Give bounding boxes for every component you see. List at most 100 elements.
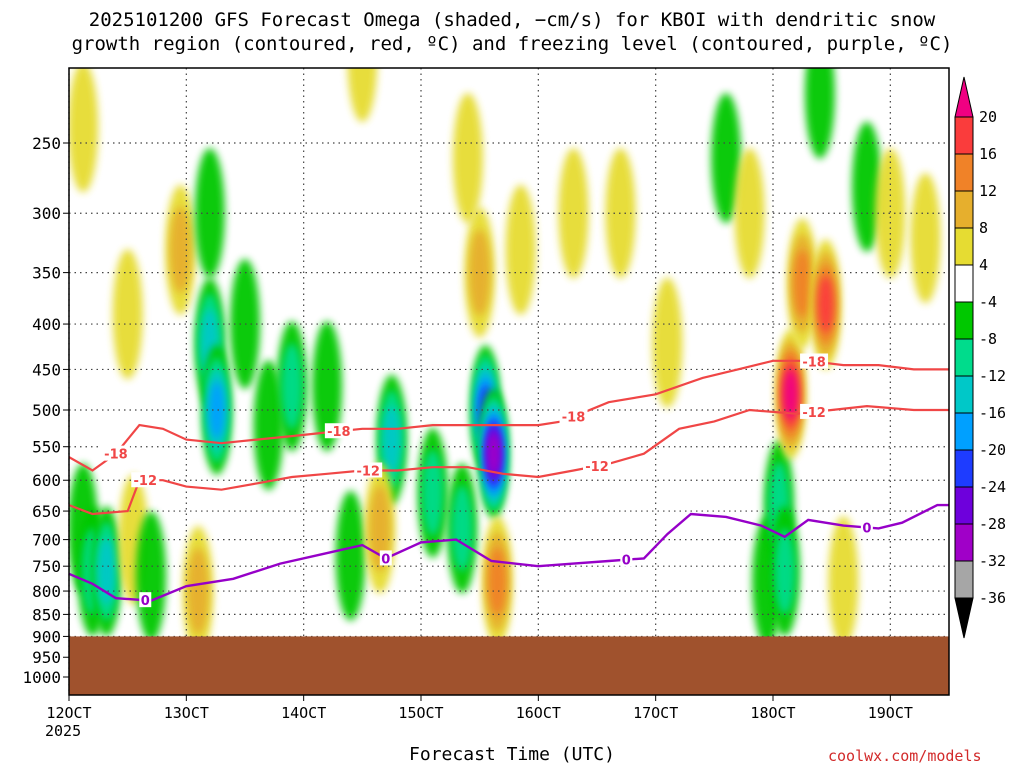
colorbar-label--24: -24: [979, 478, 1006, 496]
colorbar-segment-12: [954, 153, 974, 192]
y-tick-label-300: 300: [32, 204, 61, 223]
omega-blob-36-ring-4: [783, 369, 798, 420]
contours-layer: [69, 359, 949, 602]
contour-label-bg-2: [559, 408, 588, 424]
x-tick-label-13OCT: 13OCT: [164, 704, 209, 722]
contour-label-freezing-11: 0: [862, 521, 871, 536]
omega-blob-13-ring-0: [253, 360, 284, 491]
omega-blob-21-ring-1: [451, 485, 473, 572]
contour-label-bg-6: [583, 458, 611, 474]
omega-blob-39-ring-0: [804, 68, 835, 159]
x-tick-label-12OCT: 12OCT: [46, 704, 91, 722]
colorbar-label--20: -20: [979, 441, 1006, 459]
contour-label-freezing-10: 0: [622, 554, 631, 569]
omega-blob-37-ring-2: [793, 249, 811, 318]
y-tick-label-450: 450: [32, 360, 61, 379]
colorbar-segment-2: [954, 523, 974, 562]
omega-blob-43-ring-0: [910, 173, 941, 304]
x-axis-title: Forecast Time (UTC): [409, 744, 615, 765]
isotherm-minus18-line: [69, 359, 949, 472]
omega-blob-29-ring-0: [605, 148, 636, 279]
omega-blob-4-ring-0: [112, 249, 143, 380]
x-tick-label-15OCT: 15OCT: [398, 704, 443, 722]
omega-blob-41-ring-0: [851, 121, 882, 252]
contour-label-minus18-2: -18: [562, 411, 586, 426]
omega-blob-18-ring-0: [347, 68, 378, 122]
y-tick-label-850: 850: [32, 605, 61, 624]
x-axis-year-label: 2025: [45, 722, 82, 740]
contour-label-bg-1: [324, 423, 353, 439]
isotherm-minus12-line: [69, 404, 949, 516]
contour-label-bg-4: [131, 472, 160, 488]
colorbar-segment-11: [954, 190, 974, 229]
y-tick-label-650: 650: [32, 502, 61, 521]
omega-blob-19-ring-1: [369, 485, 391, 572]
contour-label-minus18-1: -18: [327, 425, 351, 440]
colorbar-label--8: -8: [979, 330, 997, 348]
omega-blob-33-ring-0: [734, 148, 765, 279]
omega-blob-11-ring-0: [194, 148, 225, 279]
contour-label-minus18-3: -18: [802, 355, 826, 370]
omega-blob-28-ring-0: [558, 148, 589, 279]
y-tick-label-350: 350: [32, 264, 61, 283]
x-tick-label-18OCT: 18OCT: [750, 704, 795, 722]
omega-blob-38-ring-3: [818, 276, 834, 333]
x-tick-label-19OCT: 19OCT: [868, 704, 913, 722]
contour-label-bg-3: [800, 353, 829, 369]
colorbar-label-20: 20: [979, 108, 997, 126]
omega-blob-20-ring-1: [422, 449, 444, 536]
omega-blob-23-ring-6: [487, 432, 500, 475]
colorbar-label--36: -36: [979, 589, 1006, 607]
contour-label-bg-10: [620, 551, 633, 567]
contour-label-bg-11: [860, 519, 873, 535]
contour-label-bg-0: [101, 445, 130, 461]
y-tick-label-800: 800: [32, 582, 61, 601]
colorbar-segment-10: [954, 227, 974, 266]
chart-title-line1: 2025101200 GFS Forecast Omega (shaded, −…: [88, 9, 936, 31]
colorbar-label-4: 4: [979, 256, 988, 274]
colorbar-segment-6: [954, 375, 974, 414]
colorbar-label--32: -32: [979, 552, 1006, 570]
contour-label-minus12-5: -12: [356, 464, 380, 479]
omega-blob-17-ring-2: [383, 406, 401, 474]
y-axis-ticks: 250 300 350 400 450 500 550 600 650 700 750 800 850 9…: [22, 134, 69, 687]
plot-frame: [68, 67, 950, 696]
source-credit: coolwx.com/models: [828, 747, 982, 765]
y-tick-label-600: 600: [32, 471, 61, 490]
freezing-level-line: [69, 503, 949, 602]
y-tick-label-750: 750: [32, 557, 61, 576]
omega-blob-8-ring-1: [187, 548, 209, 634]
omega-blob-3-ring-2: [97, 537, 116, 605]
omega-blob-31-ring-0: [711, 93, 742, 224]
colorbar-top-triangle: [954, 76, 974, 118]
omega-blob-24-ring-1: [469, 229, 491, 316]
omega-blob-40-ring-0: [828, 516, 859, 647]
colorbar-segment-1: [954, 560, 974, 599]
omega-blob-25-ring-2: [488, 547, 506, 615]
colorbar-segment-13: [954, 116, 974, 155]
colorbar-segment-9: [954, 264, 974, 303]
colorbar-label--28: -28: [979, 515, 1006, 533]
colorbar-segment-8: [954, 301, 974, 340]
colorbar: -36 -32 -28 -24 -20 -16 -12 -8 -4 4 8 12 16 20: [954, 76, 1006, 639]
omega-blob-27-ring-0: [505, 184, 536, 315]
colorbar-segment-7: [954, 338, 974, 377]
contour-labels-layer: -18 -18 -18 -18 -12 -12 -12 -12 0 0 0 0: [101, 353, 873, 609]
colorbar-segment-4: [954, 449, 974, 488]
omega-blob-30-ring-0: [652, 277, 683, 408]
omega-blob-42-ring-0: [875, 148, 906, 279]
y-tick-label-700: 700: [32, 531, 61, 550]
terrain-layer: [69, 636, 949, 695]
colorbar-label--12: -12: [979, 367, 1006, 385]
colorbar-label-16: 16: [979, 145, 997, 163]
y-tick-label-550: 550: [32, 438, 61, 457]
x-tick-label-17OCT: 17OCT: [633, 704, 678, 722]
y-tick-label-400: 400: [32, 315, 61, 334]
contour-label-freezing-8: 0: [141, 594, 150, 609]
colorbar-segment-5: [954, 412, 974, 451]
colorbar-label-8: 8: [979, 219, 988, 237]
omega-blob-35-ring-1: [774, 528, 796, 615]
chart-title-line2: growth region (contoured, red, ºC) and f…: [71, 33, 953, 55]
colorbar-label--4: -4: [979, 293, 997, 311]
